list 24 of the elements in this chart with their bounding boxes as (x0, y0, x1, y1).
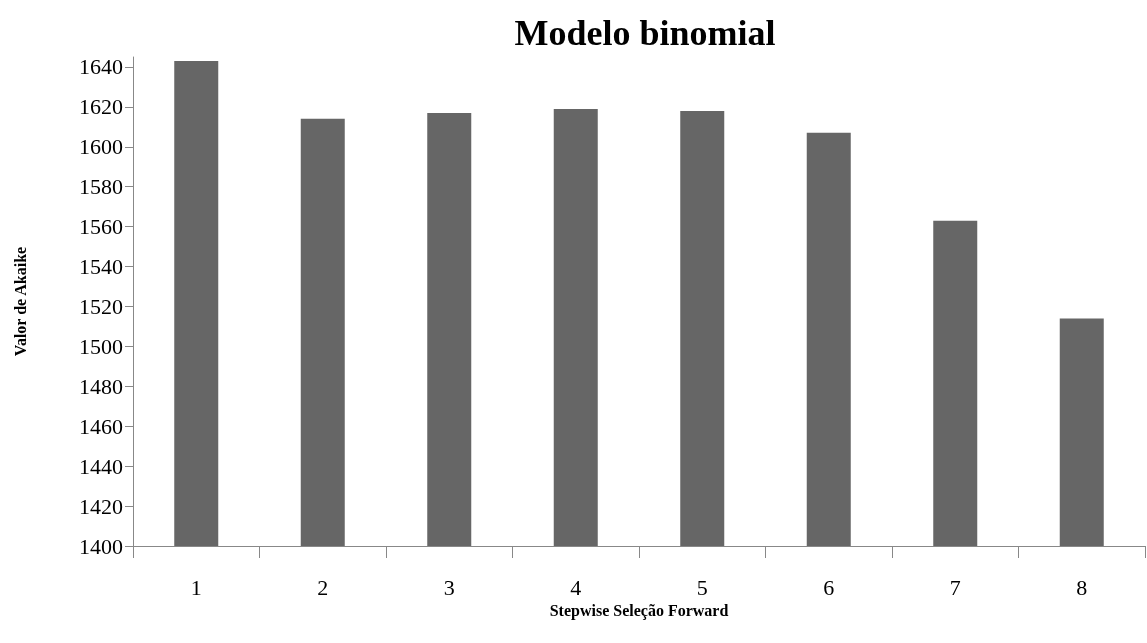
x-tick-label: 6 (823, 574, 835, 600)
x-tick-label: 3 (443, 574, 455, 600)
y-tick-label: 1480 (79, 373, 123, 399)
x-axis-title: Stepwise Seleção Forward (549, 602, 729, 621)
chart-title: Modelo binomial (514, 13, 776, 53)
y-tick-label: 1640 (79, 54, 123, 80)
y-tick-label: 1560 (79, 214, 123, 240)
x-tick-label: 8 (1076, 574, 1088, 600)
x-tick-label: 5 (696, 574, 708, 600)
x-tick-label: 1 (190, 574, 202, 600)
y-axis-title: Valor de Akaike (11, 246, 29, 357)
y-tick-label: 1400 (79, 533, 123, 559)
y-tick-label: 1460 (79, 413, 123, 439)
x-tick-label: 4 (570, 574, 582, 600)
y-tick-label: 1440 (79, 453, 123, 479)
y-tick-label: 1500 (79, 333, 123, 359)
x-tick-label: 2 (317, 574, 329, 600)
y-tick-label: 1580 (79, 174, 123, 200)
y-tick-label: 1600 (79, 134, 123, 160)
x-tick-label: 7 (949, 574, 961, 600)
y-tick-label: 1540 (79, 254, 123, 280)
y-tick-label: 1620 (79, 94, 123, 120)
y-tick-label: 1420 (79, 493, 123, 519)
y-tick-label: 1520 (79, 293, 123, 319)
